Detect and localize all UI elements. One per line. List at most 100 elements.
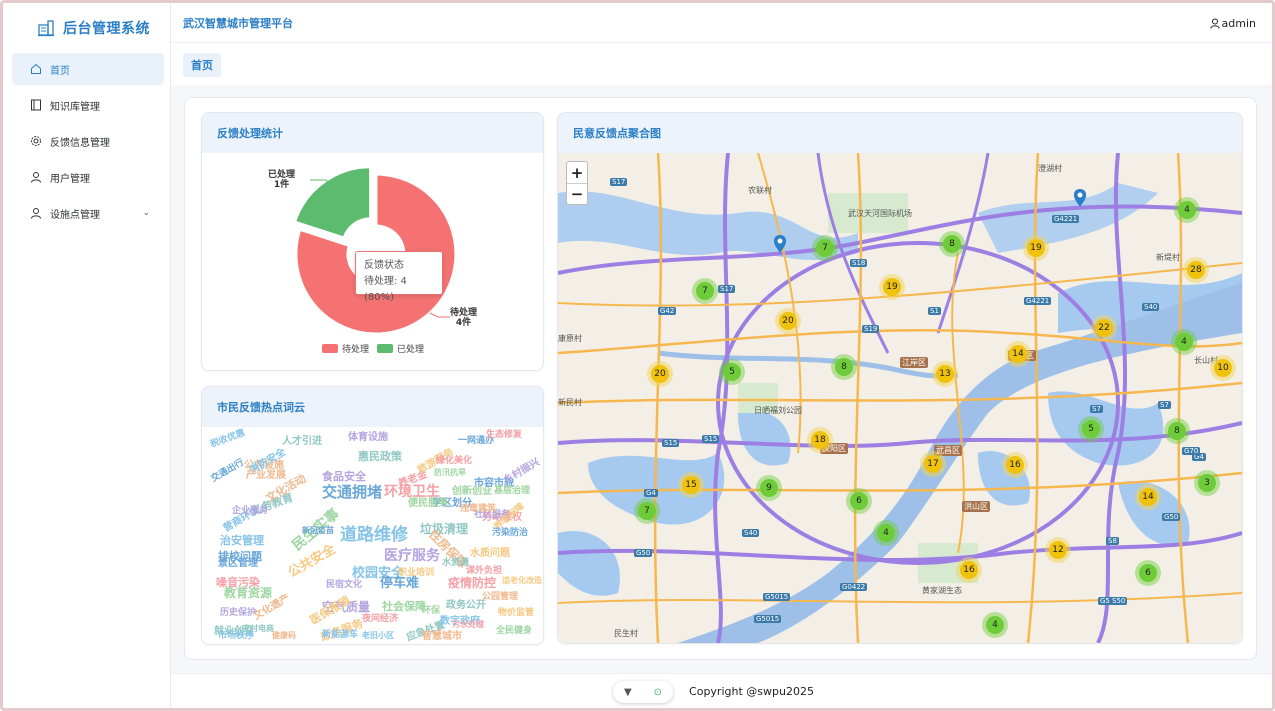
wordcloud-word: 违章建筑	[460, 504, 497, 514]
wordcloud-word: 污水处理	[452, 620, 484, 629]
wordcloud-card: 市民反馈热点词云 道路维修 交通拥堵 环境卫生 民生实事 公共安全 医疗服务 垃圾清理 住房保…	[201, 386, 544, 645]
pie-slice-已处理[interactable]	[292, 165, 373, 241]
map-cluster-marker[interactable]: 14	[1135, 484, 1161, 510]
legend-pending[interactable]: 待处理	[322, 342, 369, 355]
wordcloud-word: 物价监管	[498, 608, 535, 618]
legend-done[interactable]: 已处理	[377, 342, 424, 355]
map-road-label: S7	[1158, 401, 1171, 409]
wordcloud-word: 老旧小区	[362, 631, 394, 640]
cluster-count: 14	[1009, 345, 1027, 363]
wordcloud: 道路维修 交通拥堵 环境卫生 民生实事 公共安全 医疗服务 垃圾清理 住房保障 校园安全 停车难疫…	[202, 427, 543, 644]
sidebar-item-label: 反馈信息管理	[50, 137, 110, 149]
map-cluster-marker[interactable]: 18	[807, 427, 833, 453]
map-cluster-marker[interactable]: 14	[1005, 341, 1031, 367]
triangle-down-icon[interactable]: ▼	[623, 686, 632, 698]
cluster-count: 4	[986, 616, 1004, 634]
wordcloud-word: 水资源	[442, 558, 470, 568]
target-icon[interactable]: ⊙	[653, 686, 663, 698]
map-road-label: S19	[862, 325, 880, 333]
map-cluster-marker[interactable]: 16	[956, 557, 982, 583]
cluster-map[interactable]: + − 农联村 武汉天河国际机场 澄湖村 新堤村 长山村 康原村 新民村 日晒福刘公园 民生村 黄…	[558, 153, 1242, 643]
zoom-in-button[interactable]: +	[570, 163, 584, 182]
map-road-label: S50	[1110, 597, 1128, 605]
map-cluster-marker[interactable]: 15	[678, 472, 704, 498]
sidebar-item-knowledge[interactable]: 知识库管理	[12, 89, 164, 121]
map-road-label: G42	[658, 307, 677, 315]
wordcloud-word: 污染防治	[492, 528, 529, 538]
wordcloud-word: 职业培训	[398, 568, 435, 578]
location-pin-icon[interactable]	[1073, 189, 1087, 207]
map-cluster-marker[interactable]: 3	[1194, 470, 1220, 496]
pie-tooltip: 反馈状态 待处理: 4 (80%)	[355, 251, 443, 303]
sidebar: 后台管理系统 首页 知识库管理 反馈信息管理 用户管理 设施点管理 ⌄	[3, 3, 171, 708]
cluster-count: 12	[1049, 541, 1067, 559]
cluster-count: 20	[651, 365, 669, 383]
map-cluster-marker[interactable]: 19	[879, 274, 905, 300]
sidebar-item-facilities[interactable]: 设施点管理 ⌄	[12, 197, 164, 229]
map-cluster-marker[interactable]: 20	[775, 308, 801, 334]
sidebar-item-feedback[interactable]: 反馈信息管理	[12, 125, 164, 157]
map-cluster-marker[interactable]: 7	[634, 498, 660, 524]
wordcloud-word: 夜间经济	[362, 614, 399, 624]
map-road-label: G50	[634, 549, 653, 557]
tab-home[interactable]: 首页	[183, 53, 221, 77]
map-cluster-marker[interactable]: 28	[1183, 257, 1209, 283]
map-cluster-marker[interactable]: 8	[831, 354, 857, 380]
cluster-count: 22	[1095, 319, 1113, 337]
wordcloud-word: 治安管理	[220, 534, 264, 547]
map-cluster-marker[interactable]: 8	[939, 231, 965, 257]
username: admin	[1221, 17, 1256, 30]
map-cluster-marker[interactable]: 4	[1174, 197, 1200, 223]
map-cluster-marker[interactable]: 20	[647, 361, 673, 387]
map-cluster-marker[interactable]: 6	[846, 488, 872, 514]
zoom-out-button[interactable]: −	[567, 183, 587, 204]
map-place-label: 民生村	[614, 629, 638, 638]
wordcloud-word: 政务公开	[446, 600, 486, 611]
chevron-down-icon[interactable]: ⌄	[142, 208, 150, 218]
wordcloud-word: 生态修复	[486, 430, 523, 440]
map-cluster-marker[interactable]: 5	[719, 359, 745, 385]
cluster-count: 16	[1006, 456, 1024, 474]
feedback-stats-title: 反馈处理统计	[202, 113, 543, 153]
wordcloud-word: 社区服务	[474, 510, 511, 520]
map-road-label: S17	[718, 285, 736, 293]
map-cluster-marker[interactable]: 19	[1023, 235, 1049, 261]
map-road-label: S18	[850, 259, 868, 267]
wordcloud-word: 道路维修	[340, 525, 408, 545]
map-place-label: 农联村	[748, 186, 772, 195]
map-cluster-marker[interactable]: 10	[1210, 355, 1236, 381]
map-cluster-marker[interactable]: 22	[1091, 315, 1117, 341]
map-cluster-marker[interactable]: 13	[932, 361, 958, 387]
map-cluster-marker[interactable]: 6	[1135, 560, 1161, 586]
map-cluster-marker[interactable]: 9	[756, 475, 782, 501]
map-cluster-marker[interactable]: 12	[1045, 537, 1071, 563]
pie-label-done: 已处理 1件	[268, 170, 295, 190]
cluster-count: 17	[924, 455, 942, 473]
wordcloud-word: 民宿文化	[326, 580, 363, 590]
map-cluster-marker[interactable]: 4	[873, 520, 899, 546]
location-pin-icon[interactable]	[773, 235, 787, 253]
map-container[interactable]: + − 农联村 武汉天河国际机场 澄湖村 新堤村 长山村 康原村 新民村 日晒福刘公园 民生村 黄…	[558, 153, 1242, 643]
sidebar-item-label: 知识库管理	[50, 101, 100, 113]
pie-label-pending: 待处理 4件	[450, 308, 477, 328]
wordcloud-word: 体育设施	[348, 432, 388, 443]
map-road-label: G4221	[1024, 297, 1052, 305]
cluster-count: 5	[723, 363, 741, 381]
user-menu[interactable]: admin	[1209, 17, 1256, 30]
map-cluster-marker[interactable]: 4	[1171, 329, 1197, 355]
leader-line-done	[310, 179, 335, 190]
map-cluster-marker[interactable]: 7	[812, 235, 838, 261]
map-cluster-marker[interactable]: 7	[692, 278, 718, 304]
map-cluster-marker[interactable]: 4	[982, 612, 1008, 638]
map-cluster-marker[interactable]: 16	[1002, 452, 1028, 478]
map-district-label: 武昌区	[934, 445, 962, 456]
cluster-count: 28	[1187, 261, 1205, 279]
wordcloud-word: 空气质量	[322, 600, 371, 614]
sidebar-item-users[interactable]: 用户管理	[12, 161, 164, 193]
wordcloud-word: 医疗服务	[384, 548, 440, 564]
sidebar-item-home[interactable]: 首页	[12, 53, 164, 85]
map-cluster-marker[interactable]: 5	[1078, 416, 1104, 442]
map-cluster-marker[interactable]: 8	[1164, 418, 1190, 444]
map-cluster-marker[interactable]: 17	[920, 451, 946, 477]
